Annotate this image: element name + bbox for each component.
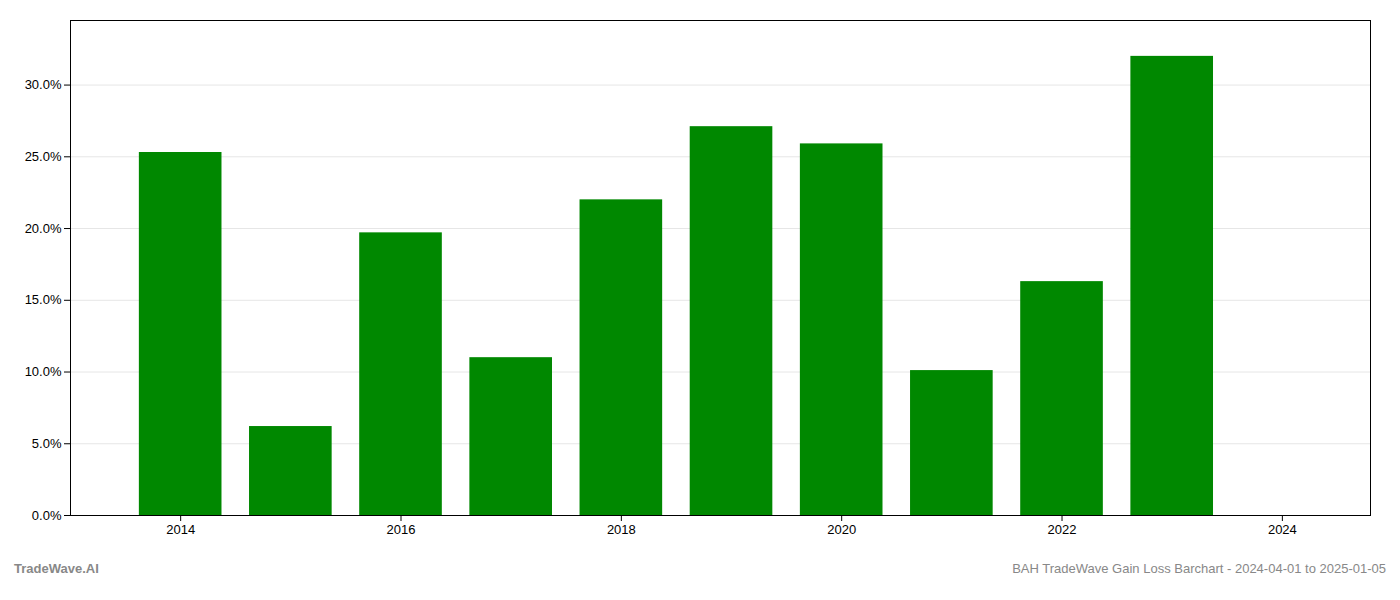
svg-text:2022: 2022 [1048, 522, 1077, 537]
svg-text:25.0%: 25.0% [25, 149, 62, 164]
svg-text:2014: 2014 [166, 522, 195, 537]
svg-text:10.0%: 10.0% [25, 364, 62, 379]
html-text:BAH TradeWave Gain Loss Barcha: BAH TradeWave Gain Loss Barchart - 2024-… [1012, 561, 1386, 576]
svg-text:30.0%: 30.0% [25, 77, 62, 92]
svg-text:15.0%: 15.0% [25, 292, 62, 307]
svg-text:5.0%: 5.0% [32, 436, 62, 451]
svg-text:0.0%: 0.0% [32, 508, 62, 523]
html-text:TradeWave.AI: TradeWave.AI [14, 561, 99, 576]
svg-text:2016: 2016 [387, 522, 416, 537]
svg-text:2024: 2024 [1268, 522, 1297, 537]
svg-text:2020: 2020 [827, 522, 856, 537]
svg-text:2018: 2018 [607, 522, 636, 537]
svg-text:20.0%: 20.0% [25, 221, 62, 236]
